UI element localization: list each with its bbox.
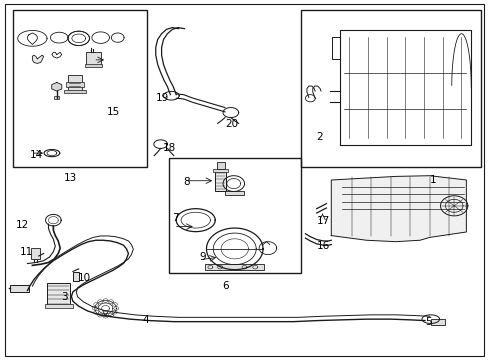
Text: 8: 8 [183,177,190,187]
Bar [64,90,85,93]
Text: 16: 16 [316,241,329,251]
Polygon shape [52,82,61,91]
Text: 1: 1 [429,175,435,185]
Bar [430,319,445,325]
Bar [73,272,79,281]
Text: 2: 2 [316,132,323,142]
Bar [300,10,480,167]
Bar [13,10,147,167]
Bar [224,191,243,195]
Text: 3: 3 [61,292,68,302]
Text: 10: 10 [78,273,91,283]
Text: 14: 14 [30,150,43,160]
Bar [205,264,264,270]
Polygon shape [32,55,43,63]
Text: 20: 20 [224,120,238,129]
Bar [86,51,101,65]
Bar [84,64,102,67]
Bar [66,82,83,87]
Polygon shape [330,176,466,242]
Bar [44,304,73,309]
Bar [168,158,300,273]
Bar [47,283,70,306]
Text: 19: 19 [156,93,169,103]
Text: 13: 13 [64,173,77,183]
Bar [215,171,225,191]
Text: 4: 4 [142,315,148,325]
Bar [31,248,40,259]
Text: 18: 18 [162,143,176,153]
Bar [213,168,227,172]
Text: 9: 9 [199,252,206,262]
Text: 6: 6 [222,281,229,291]
Text: 11: 11 [20,247,33,257]
Bar [68,75,81,91]
Bar [216,162,224,168]
Bar [10,285,29,292]
Text: 12: 12 [15,220,28,230]
Text: 5: 5 [424,317,430,327]
Text: 15: 15 [107,107,120,117]
Text: 7: 7 [172,213,179,222]
Text: 17: 17 [316,216,329,226]
Bar [54,96,59,99]
